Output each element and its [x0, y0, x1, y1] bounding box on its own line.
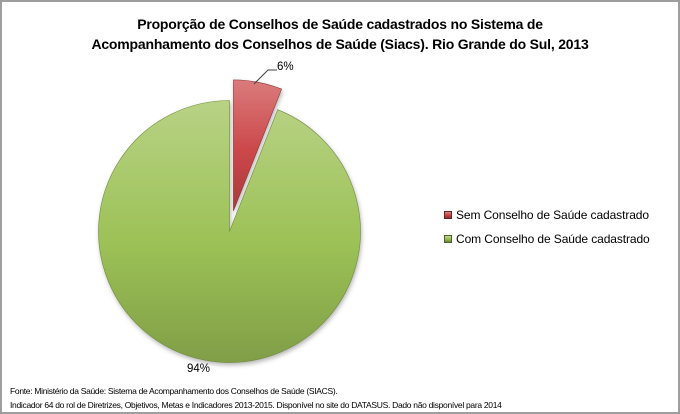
slice-percent-label-com: 94%: [187, 363, 211, 375]
legend-label-sem: Sem Conselho de Saúde cadastrado: [456, 208, 649, 222]
legend-item-com: Com Conselho de Saúde cadastrado: [444, 232, 650, 246]
pie-slice-1: [98, 100, 361, 363]
chart-title-line1: Proporção de Conselhos de Saúde cadastra…: [137, 16, 543, 32]
label-leader-line: [253, 69, 277, 85]
pie-slice-0: [233, 79, 283, 211]
chart-title-line2: Acompanhamento dos Conselhos de Saúde (S…: [91, 36, 589, 52]
legend-swatch-sem-icon: [444, 211, 452, 219]
legend-item-sem: Sem Conselho de Saúde cadastrado: [444, 208, 650, 222]
legend-swatch-com-icon: [444, 235, 452, 243]
source-line1: Fonte: Ministério da Saúde: Sistema de A…: [10, 386, 338, 396]
chart-title: Proporção de Conselhos de Saúde cadastra…: [2, 14, 678, 54]
pie-slices-group: [98, 79, 361, 363]
source-note: Fonte: Ministério da Saúde: Sistema de A…: [10, 385, 670, 412]
source-line2: Indicador 64 do rol de Diretrizes, Objet…: [10, 399, 502, 410]
legend: Sem Conselho de Saúde cadastrado Com Con…: [444, 208, 650, 257]
slice-percent-label-sem: 6%: [277, 61, 294, 73]
legend-label-com: Com Conselho de Saúde cadastrado: [456, 232, 650, 246]
